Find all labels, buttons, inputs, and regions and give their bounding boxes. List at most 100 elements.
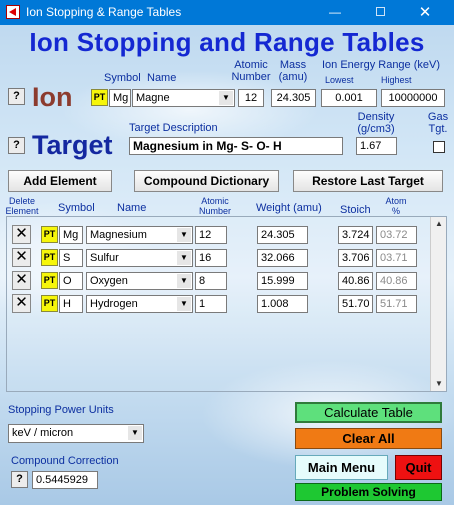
row-name-value: Magnesium: [90, 229, 147, 241]
close-button[interactable]: ✕: [418, 4, 432, 21]
delete-header-1: Delete: [8, 196, 35, 206]
row-periodic-table-button[interactable]: PT: [41, 272, 58, 289]
main-menu-button[interactable]: Main Menu: [295, 455, 388, 480]
ion-help-button[interactable]: ?: [8, 88, 25, 105]
add-element-button[interactable]: Add Element: [8, 170, 112, 192]
table-scrollbar[interactable]: ▲ ▼: [430, 217, 446, 391]
compound-correction-field[interactable]: 0.5445929: [32, 471, 98, 489]
row-name-value: Hydrogen: [90, 298, 138, 310]
table-stoich-header: Stoich: [340, 204, 371, 216]
chevron-down-icon: ▼: [219, 91, 233, 105]
ion-symbol-field[interactable]: Mg: [109, 89, 131, 107]
row-atom-percent-field: 51.71: [376, 295, 417, 313]
row-symbol-field[interactable]: Mg: [59, 226, 83, 244]
density-field[interactable]: 1.67: [356, 137, 397, 155]
table-name-header: Name: [117, 202, 147, 214]
target-help-button[interactable]: ?: [8, 137, 25, 154]
gas-target-header-2: Tgt.: [428, 123, 448, 135]
ion-periodic-table-button[interactable]: PT: [91, 89, 108, 106]
row-stoich-field[interactable]: 3.706: [338, 249, 373, 267]
app-icon: [6, 5, 20, 19]
row-name-value: Sulfur: [90, 252, 119, 264]
row-weight-field[interactable]: 24.305: [257, 226, 308, 244]
ion-name-header: Name: [147, 72, 177, 84]
row-name-select[interactable]: Hydrogen ▼: [86, 295, 193, 313]
energy-lowest-field[interactable]: 0.001: [321, 89, 377, 107]
row-periodic-table-button[interactable]: PT: [41, 226, 58, 243]
row-weight-field[interactable]: 1.008: [257, 295, 308, 313]
ion-mass-field[interactable]: 24.305: [271, 89, 316, 107]
row-atom-percent-field: 03.72: [376, 226, 417, 244]
row-atomic-number-field[interactable]: 8: [195, 272, 227, 290]
ion-name-select[interactable]: Magne ▼: [132, 89, 235, 107]
ion-atomic-header-2: Number: [231, 71, 271, 83]
row-stoich-field[interactable]: 40.86: [338, 272, 373, 290]
row-weight-field[interactable]: 15.999: [257, 272, 308, 290]
compound-dictionary-button[interactable]: Compound Dictionary: [134, 170, 279, 192]
ion-name-value: Magne: [136, 92, 170, 104]
maximize-button[interactable]: [363, 0, 397, 25]
delete-row-button[interactable]: ✕: [12, 225, 31, 244]
row-atom-percent-field: 40.86: [376, 272, 417, 290]
ion-symbol-header: Symbol: [104, 72, 141, 84]
row-weight-field[interactable]: 32.066: [257, 249, 308, 267]
row-atom-percent-field: 03.71: [376, 249, 417, 267]
highest-header: Highest: [381, 75, 412, 85]
row-periodic-table-button[interactable]: PT: [41, 249, 58, 266]
row-stoich-field[interactable]: 3.724: [338, 226, 373, 244]
page-title: Ion Stopping and Range Tables: [29, 27, 425, 57]
table-weight-header: Weight (amu): [256, 202, 322, 214]
ion-mass-header-1: Mass: [279, 59, 307, 71]
target-description-field[interactable]: Magnesium in Mg- S- O- H: [129, 137, 343, 155]
row-periodic-table-button[interactable]: PT: [41, 295, 58, 312]
row-symbol-field[interactable]: H: [59, 295, 83, 313]
row-symbol-field[interactable]: S: [59, 249, 83, 267]
energy-range-header: Ion Energy Range (keV): [322, 59, 441, 71]
density-header-1: Density: [357, 111, 395, 123]
title-bar: Ion Stopping & Range Tables — ✕: [0, 0, 454, 25]
problem-solving-button[interactable]: Problem Solving: [295, 483, 442, 501]
window-title: Ion Stopping & Range Tables: [26, 5, 182, 19]
delete-row-button[interactable]: ✕: [12, 248, 31, 267]
table-atomic-header-2: Number: [198, 206, 231, 216]
stopping-units-select[interactable]: keV / micron ▼: [8, 424, 144, 443]
row-atomic-number-field[interactable]: 1: [195, 295, 227, 313]
chevron-down-icon: ▼: [177, 228, 191, 242]
chevron-down-icon: ▼: [177, 251, 191, 265]
ion-atomic-number-field[interactable]: 12: [238, 89, 264, 107]
ion-atomic-header-1: Atomic: [234, 59, 268, 71]
gas-target-header-1: Gas: [427, 111, 449, 123]
row-stoich-field[interactable]: 51.70: [338, 295, 373, 313]
compound-correction-label: Compound Correction: [11, 455, 119, 467]
restore-last-target-button[interactable]: Restore Last Target: [293, 170, 443, 192]
row-symbol-field[interactable]: O: [59, 272, 83, 290]
delete-row-button[interactable]: ✕: [12, 271, 31, 290]
row-atomic-number-field[interactable]: 12: [195, 226, 227, 244]
lowest-header: Lowest: [325, 75, 354, 85]
stopping-units-label: Stopping Power Units: [8, 404, 114, 416]
table-symbol-header: Symbol: [58, 202, 95, 214]
energy-highest-field[interactable]: 10000000: [381, 89, 445, 107]
target-description-header: Target Description: [129, 122, 218, 134]
row-name-select[interactable]: Sulfur ▼: [86, 249, 193, 267]
clear-all-button[interactable]: Clear All: [295, 428, 442, 449]
calculate-table-button[interactable]: Calculate Table: [295, 402, 442, 423]
table-atom-header-2: %: [391, 206, 400, 216]
ion-mass-header-2: (amu): [278, 71, 308, 83]
chevron-down-icon: ▼: [177, 274, 191, 288]
row-atomic-number-field[interactable]: 16: [195, 249, 227, 267]
quit-button[interactable]: Quit: [395, 455, 442, 480]
gas-target-checkbox[interactable]: [433, 141, 445, 153]
scroll-down-icon[interactable]: ▼: [435, 379, 443, 388]
row-name-select[interactable]: Oxygen ▼: [86, 272, 193, 290]
target-heading: Target: [32, 130, 113, 160]
scroll-up-icon[interactable]: ▲: [435, 219, 443, 228]
stopping-units-value: keV / micron: [12, 427, 74, 439]
compound-correction-help-button[interactable]: ?: [11, 471, 28, 488]
ion-heading: Ion: [32, 82, 73, 112]
density-header-2: (g/cm3): [357, 123, 395, 135]
row-name-select[interactable]: Magnesium ▼: [86, 226, 193, 244]
delete-header-2: Element: [5, 206, 39, 216]
minimize-button[interactable]: —: [329, 5, 341, 19]
delete-row-button[interactable]: ✕: [12, 294, 31, 313]
